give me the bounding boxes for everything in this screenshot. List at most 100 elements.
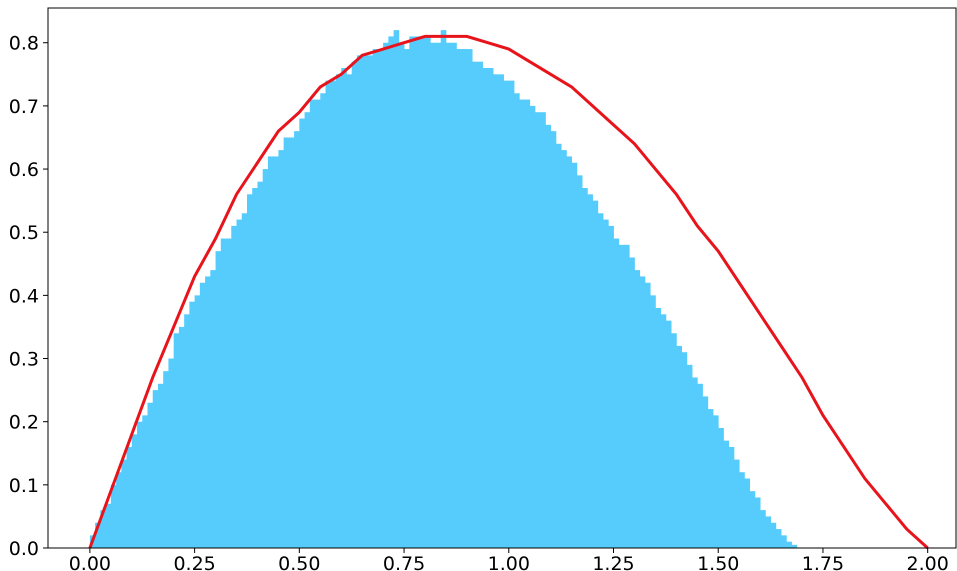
histogram-bar bbox=[351, 61, 358, 549]
histogram-bar bbox=[566, 156, 573, 548]
histogram-bar bbox=[220, 238, 227, 549]
histogram-bar bbox=[152, 390, 159, 548]
histogram-bar bbox=[519, 99, 525, 548]
histogram-bar bbox=[723, 440, 730, 548]
histogram-bar bbox=[330, 80, 337, 548]
histogram-bar bbox=[650, 295, 656, 548]
histogram-bar bbox=[493, 74, 499, 548]
histogram-bar bbox=[451, 42, 457, 548]
histogram-bar bbox=[786, 541, 792, 548]
histogram-bar bbox=[252, 188, 258, 548]
histogram-bar bbox=[173, 333, 180, 548]
histogram-bar bbox=[430, 42, 436, 548]
histogram-bar bbox=[215, 251, 222, 548]
histogram-bar bbox=[299, 118, 305, 549]
histogram-bar bbox=[320, 93, 326, 549]
histogram-bar bbox=[534, 112, 541, 549]
histogram-bar bbox=[100, 510, 106, 548]
y-tick-label: 0.2 bbox=[9, 412, 39, 434]
histogram-bar bbox=[267, 156, 274, 548]
histogram-bar bbox=[561, 150, 567, 548]
histogram-bar bbox=[283, 137, 290, 548]
histogram-bar bbox=[781, 535, 787, 548]
histogram-bar bbox=[142, 415, 148, 548]
histogram-bar bbox=[246, 194, 253, 548]
histogram-bar bbox=[760, 510, 766, 548]
histogram-bar bbox=[205, 276, 211, 548]
histogram-bar bbox=[765, 516, 771, 548]
histogram-bar bbox=[435, 42, 442, 548]
histogram-bar bbox=[210, 270, 216, 548]
histogram-bar bbox=[791, 544, 798, 548]
x-tick-label: 1.00 bbox=[488, 553, 530, 571]
histogram-bar bbox=[623, 244, 630, 548]
histogram-bar bbox=[681, 352, 688, 548]
histogram-bar bbox=[676, 345, 682, 548]
histogram-bar bbox=[163, 371, 169, 548]
histogram-bar bbox=[126, 446, 133, 548]
histogram-bar bbox=[707, 409, 714, 548]
histogram-bar bbox=[461, 49, 468, 548]
x-tick-label: 0.00 bbox=[69, 553, 111, 571]
histogram-bar bbox=[608, 225, 614, 549]
histogram-bar bbox=[555, 143, 562, 548]
y-tick-label: 0.0 bbox=[9, 538, 39, 560]
histogram-bar bbox=[241, 213, 248, 548]
histogram-bar bbox=[398, 42, 405, 548]
histogram-bar bbox=[178, 326, 185, 548]
y-tick-label: 0.1 bbox=[9, 475, 39, 497]
histogram-bar bbox=[456, 49, 463, 548]
histogram-bar bbox=[189, 301, 196, 548]
histogram-bar bbox=[508, 80, 515, 548]
histogram-bar bbox=[419, 36, 426, 548]
histogram-bar bbox=[262, 169, 269, 549]
histogram-bar bbox=[231, 225, 237, 549]
histogram-bar bbox=[739, 472, 745, 548]
x-tick-label: 2.00 bbox=[907, 553, 949, 571]
histogram-bar bbox=[655, 308, 662, 548]
plot-frame bbox=[47, 7, 957, 549]
histogram-bar bbox=[194, 295, 201, 548]
histogram-bar bbox=[503, 80, 510, 548]
histogram-bar bbox=[315, 99, 321, 548]
histogram-bar bbox=[304, 112, 311, 549]
histogram-bar bbox=[116, 472, 122, 548]
histogram-bar bbox=[728, 446, 735, 548]
histogram-bars bbox=[89, 30, 798, 549]
histogram-bar bbox=[686, 364, 693, 548]
histogram-bar bbox=[356, 55, 363, 549]
histogram-bar bbox=[775, 529, 782, 548]
histogram-bar bbox=[592, 200, 599, 548]
x-tick-label: 0.50 bbox=[278, 553, 320, 571]
density-curve bbox=[88, 34, 929, 550]
histogram-bar bbox=[702, 396, 709, 548]
histogram-bar bbox=[137, 421, 143, 548]
histogram-bar bbox=[477, 61, 484, 549]
histogram-bar bbox=[733, 459, 740, 548]
x-tick-label: 1.75 bbox=[802, 553, 844, 571]
y-tick-label: 0.8 bbox=[9, 33, 39, 55]
histogram-bar bbox=[524, 99, 531, 548]
histogram-bar bbox=[110, 484, 117, 548]
histogram-bar bbox=[257, 181, 264, 548]
x-axis: 0.00 0.25 0.50 0.75 1.00 1.25 1.50 1.75 2.00 bbox=[69, 548, 949, 571]
histogram-bar bbox=[184, 314, 190, 548]
y-tick-label: 0.6 bbox=[9, 159, 39, 181]
histogram-bar bbox=[718, 428, 724, 548]
histogram-bar bbox=[540, 112, 546, 549]
histogram-bar bbox=[529, 105, 536, 548]
histogram-bar bbox=[749, 491, 756, 548]
histogram-bar bbox=[372, 49, 379, 548]
histogram-bar bbox=[571, 162, 578, 548]
histogram-bar bbox=[294, 131, 300, 548]
histogram-bar bbox=[309, 99, 316, 548]
histogram-bar bbox=[95, 522, 101, 548]
histogram-bar bbox=[404, 49, 410, 548]
y-tick-label: 0.7 bbox=[9, 96, 39, 118]
x-tick-label: 0.75 bbox=[383, 553, 425, 571]
histogram-bar bbox=[346, 74, 353, 548]
histogram-bar bbox=[105, 503, 112, 548]
histogram-bar bbox=[325, 80, 332, 548]
histogram-bar bbox=[639, 276, 646, 548]
histogram-bar bbox=[487, 68, 494, 548]
